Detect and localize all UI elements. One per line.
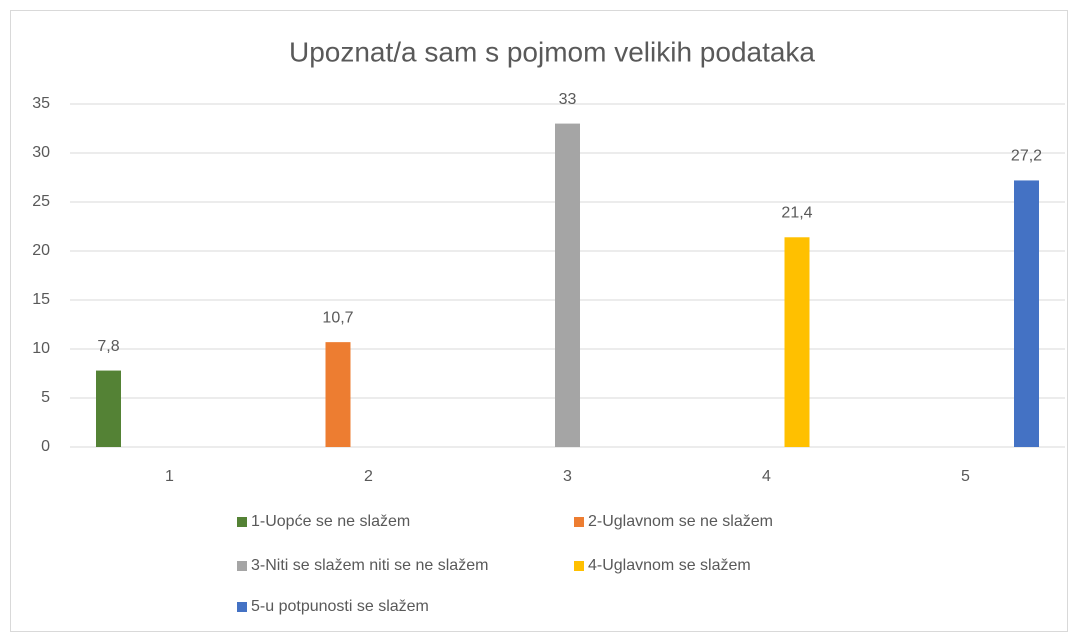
y-tick-label: 10: [32, 340, 50, 357]
legend-swatch: [237, 561, 247, 571]
bar: [555, 123, 580, 447]
data-label: 10,7: [322, 309, 353, 326]
y-tick-label: 30: [32, 144, 50, 161]
data-label: 21,4: [781, 204, 812, 221]
x-tick-label: 5: [961, 468, 970, 485]
bar: [784, 237, 810, 447]
y-tick-label: 25: [32, 193, 50, 210]
legend-label: 2-Uglavnom se ne slažem: [588, 513, 773, 530]
legend-label: 3-Niti se slažem niti se ne slažem: [251, 557, 488, 574]
bar: [96, 370, 121, 447]
y-tick-label: 35: [32, 95, 50, 112]
data-label: 27,2: [1011, 148, 1042, 165]
legend-swatch: [574, 517, 584, 527]
legend-swatch: [237, 517, 247, 527]
y-tick-label: 0: [41, 438, 50, 455]
data-label: 33: [559, 91, 577, 108]
legend-label: 1-Uopće se ne slažem: [251, 513, 410, 530]
y-tick-label: 15: [32, 291, 50, 308]
bar: [1014, 180, 1039, 447]
chart-border: [10, 10, 1068, 632]
legend-label: 5-u potpunosti se slažem: [251, 598, 429, 615]
y-tick-label: 20: [32, 242, 50, 259]
x-tick-label: 4: [762, 468, 771, 485]
x-tick-label: 3: [563, 468, 572, 485]
bar: [325, 342, 351, 447]
data-label: 7,8: [97, 338, 119, 355]
legend-label: 4-Uglavnom se slažem: [588, 557, 751, 574]
chart-title: Upoznat/a sam s pojmom velikih podataka: [289, 36, 815, 67]
y-tick-label: 5: [41, 389, 50, 406]
legend-swatch: [237, 602, 247, 612]
legend-swatch: [574, 561, 584, 571]
x-tick-label: 2: [364, 468, 373, 485]
x-tick-label: 1: [165, 468, 174, 485]
